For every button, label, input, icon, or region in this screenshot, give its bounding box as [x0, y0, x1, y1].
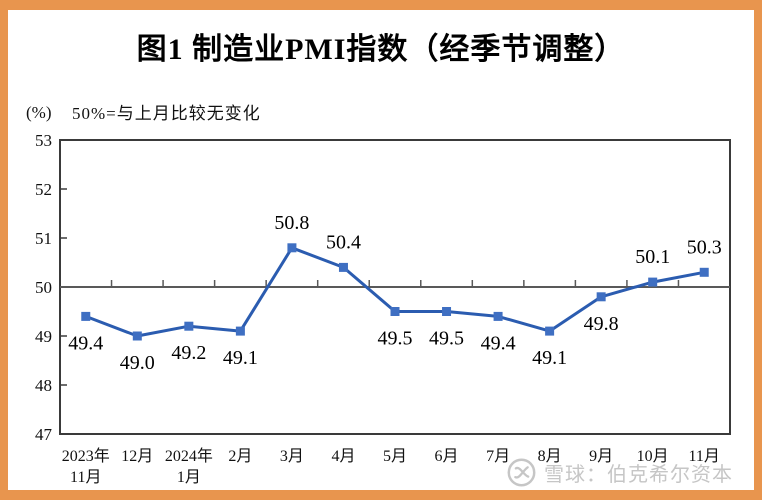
data-point-marker	[699, 267, 709, 277]
watermark: 雪球：伯克希尔资本	[506, 457, 733, 488]
x-axis-label: 10月	[637, 448, 669, 465]
data-point-marker	[81, 311, 91, 321]
watermark-text: 雪球：伯克希尔资本	[544, 464, 733, 486]
data-point-label: 49.4	[68, 332, 103, 354]
data-point-marker	[184, 321, 194, 331]
data-point-marker	[287, 243, 297, 253]
xueqiu-logo-icon	[507, 458, 536, 487]
y-axis-label: 47	[35, 425, 53, 444]
x-axis-label: 5月	[383, 448, 407, 465]
x-axis-label: 3月	[280, 448, 304, 465]
x-axis-label: 11月	[70, 469, 101, 486]
data-point-label: 49.1	[532, 347, 567, 369]
data-point-label: 49.4	[481, 332, 516, 354]
data-point-marker	[338, 262, 348, 272]
x-axis-label: 7月	[486, 448, 510, 465]
data-point-marker	[235, 326, 245, 336]
x-axis-label: 1月	[177, 469, 201, 486]
y-axis-label: 48	[35, 376, 52, 395]
x-axis-label: 4月	[331, 448, 355, 465]
x-axis-label: 2月	[228, 448, 252, 465]
y-axis-label: 52	[35, 180, 52, 199]
data-point-label: 49.2	[171, 342, 206, 364]
x-axis-label: 2023年	[62, 447, 110, 465]
data-point-label: 49.8	[584, 313, 619, 335]
data-point-label: 50.4	[326, 231, 361, 253]
x-axis-label: 11月	[689, 448, 720, 465]
data-point-label: 49.1	[223, 347, 258, 369]
x-axis-label: 12月	[121, 448, 153, 465]
data-point-marker	[545, 326, 555, 336]
data-point-label: 50.8	[274, 212, 309, 234]
data-point-label: 50.3	[687, 236, 722, 258]
chart-title: 图1 制造业PMI指数（经季节调整）	[136, 33, 626, 66]
y-axis-label: 51	[35, 229, 52, 248]
data-point-marker	[493, 311, 503, 321]
y-axis-label: 53	[35, 131, 52, 150]
data-point-label: 50.1	[635, 246, 670, 268]
data-point-marker	[596, 292, 606, 302]
x-axis-label: 9月	[589, 448, 613, 465]
data-point-label: 49.5	[378, 328, 413, 350]
data-point-label: 49.0	[120, 352, 155, 374]
y-axis-label: 50	[35, 278, 52, 297]
y-axis-unit-label: (%)	[26, 103, 52, 122]
data-point-marker	[390, 307, 400, 316]
x-axis-label: 2024年	[165, 447, 213, 465]
data-point-marker	[648, 277, 658, 287]
y-axis-label: 49	[35, 327, 52, 346]
x-axis-label: 6月	[435, 448, 459, 465]
data-point-label: 49.5	[429, 328, 464, 350]
chart-background	[8, 10, 754, 490]
x-axis-label: 8月	[538, 448, 562, 465]
data-point-marker	[442, 307, 452, 316]
reference-note: 50%=与上月比较无变化	[72, 104, 261, 123]
data-point-marker	[132, 331, 142, 341]
